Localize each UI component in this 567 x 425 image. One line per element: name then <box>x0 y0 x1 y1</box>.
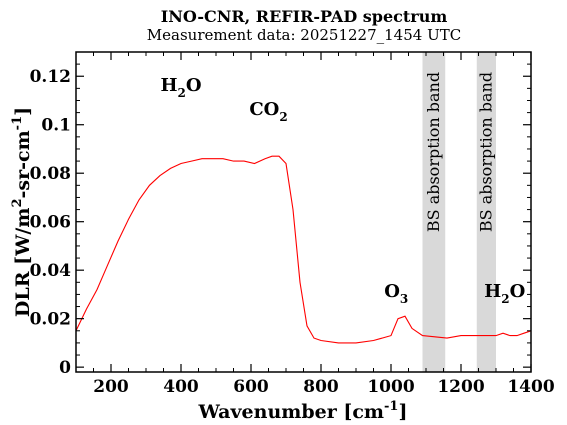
y-tick-label-1: 0.02 <box>30 310 71 330</box>
x-tick-label-0: 200 <box>93 377 129 397</box>
band-label-1: BS absorption band <box>476 72 495 232</box>
x-tick-label-4: 1000 <box>367 377 414 397</box>
bands-layer: BS absorption band BS absorption band <box>422 52 496 372</box>
band-label-0: BS absorption band <box>424 72 443 232</box>
spectrum-line <box>75 155 532 344</box>
y-tick-label-6: 0.12 <box>30 67 71 87</box>
x-tick-label-6: 1400 <box>507 377 554 397</box>
y-axis-label: DLR [W/m2-sr-cm-1] <box>10 107 34 317</box>
plot-frame <box>75 51 532 373</box>
annotation-3: H2O <box>484 281 525 306</box>
annotation-0: H2O <box>160 75 201 100</box>
chart-title: INO-CNR, REFIR-PAD spectrum <box>161 7 448 26</box>
y-tick-label-3: 0.06 <box>30 213 71 233</box>
x-axis-ticks: 200 400 600 800 1000 1200 1400 <box>75 52 555 397</box>
x-tick-label-5: 1200 <box>437 377 484 397</box>
y-axis-ticks: 0 0.02 0.04 0.06 0.08 0.1 0.12 <box>30 63 531 378</box>
x-tick-label-1: 400 <box>163 377 199 397</box>
y-tick-label-4: 0.08 <box>30 164 71 184</box>
chart-subtitle: Measurement data: 20251227_1454 UTC <box>147 26 461 44</box>
y-tick-label-5: 0.1 <box>41 116 71 136</box>
band-rect-1 <box>476 52 496 372</box>
annotation-2: O3 <box>384 281 408 306</box>
x-tick-label-2: 600 <box>233 377 269 397</box>
x-tick-label-3: 800 <box>303 377 339 397</box>
annotation-1: CO2 <box>249 99 287 124</box>
line-layer <box>75 155 532 344</box>
y-tick-label-0: 0 <box>59 358 71 378</box>
x-axis-label: Wavenumber [cm-1] <box>198 399 408 423</box>
annotations-layer: H2O CO2 O3 H2O <box>160 75 525 306</box>
y-tick-label-2: 0.04 <box>30 261 72 281</box>
band-rect-0 <box>422 52 446 372</box>
